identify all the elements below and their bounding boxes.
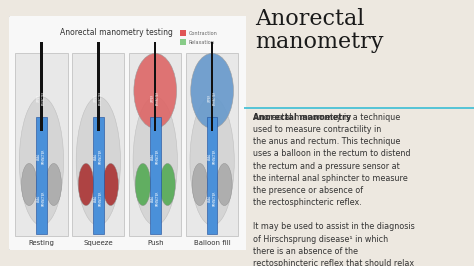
Text: ANAL
SPHINCTER: ANAL SPHINCTER [94, 149, 103, 164]
Bar [40, 42, 43, 131]
Bar [72, 53, 124, 236]
Bar [186, 53, 238, 236]
Ellipse shape [78, 163, 94, 206]
Text: Anorectal manometry testing: Anorectal manometry testing [60, 28, 173, 37]
Bar [15, 53, 68, 236]
Bar [207, 117, 218, 234]
Text: UPPER
SPHINCTER: UPPER SPHINCTER [94, 91, 103, 105]
Bar [93, 117, 104, 234]
Bar [180, 39, 186, 45]
Ellipse shape [190, 97, 234, 226]
Ellipse shape [192, 163, 208, 206]
Ellipse shape [217, 163, 232, 206]
Ellipse shape [134, 53, 177, 128]
Text: Relaxation: Relaxation [189, 40, 214, 45]
Bar [150, 117, 161, 234]
Ellipse shape [191, 53, 234, 128]
FancyBboxPatch shape [8, 15, 248, 251]
Ellipse shape [133, 97, 177, 226]
Bar [97, 42, 100, 131]
Text: Balloon fill: Balloon fill [194, 240, 230, 246]
Ellipse shape [76, 97, 120, 226]
Text: ANAL
SPHINCTER: ANAL SPHINCTER [208, 149, 217, 164]
Ellipse shape [135, 163, 151, 206]
Bar [154, 42, 156, 131]
Text: ANAL
SPHINCTER: ANAL SPHINCTER [151, 149, 160, 164]
Text: ANAL
SPHINCTER: ANAL SPHINCTER [37, 149, 46, 164]
Text: ANAL
SPHINCTER: ANAL SPHINCTER [94, 191, 103, 206]
Bar [211, 42, 213, 131]
Text: Contraction: Contraction [189, 31, 217, 36]
Text: ANAL
SPHINCTER: ANAL SPHINCTER [151, 191, 160, 206]
Text: UPPER
SPHINCTER: UPPER SPHINCTER [208, 91, 217, 105]
Text: Anorectal manometry: Anorectal manometry [253, 113, 352, 122]
Text: ANAL
SPHINCTER: ANAL SPHINCTER [208, 191, 217, 206]
Text: Anorectal manometry is a technique
used to measure contractility in
the anus and: Anorectal manometry is a technique used … [253, 113, 415, 266]
Bar [180, 30, 186, 36]
Ellipse shape [21, 163, 37, 206]
Text: Resting: Resting [28, 240, 55, 246]
Text: Anorectal
manometry: Anorectal manometry [255, 8, 384, 53]
Bar [36, 117, 47, 234]
Text: Push: Push [147, 240, 164, 246]
Text: UPPER
SPHINCTER: UPPER SPHINCTER [37, 91, 46, 105]
Ellipse shape [160, 163, 175, 206]
Text: UPPER
SPHINCTER: UPPER SPHINCTER [151, 91, 160, 105]
Ellipse shape [103, 163, 118, 206]
Ellipse shape [46, 163, 62, 206]
Ellipse shape [19, 97, 64, 226]
Text: Squeeze: Squeeze [83, 240, 113, 246]
Bar [129, 53, 182, 236]
Text: ANAL
SPHINCTER: ANAL SPHINCTER [37, 191, 46, 206]
